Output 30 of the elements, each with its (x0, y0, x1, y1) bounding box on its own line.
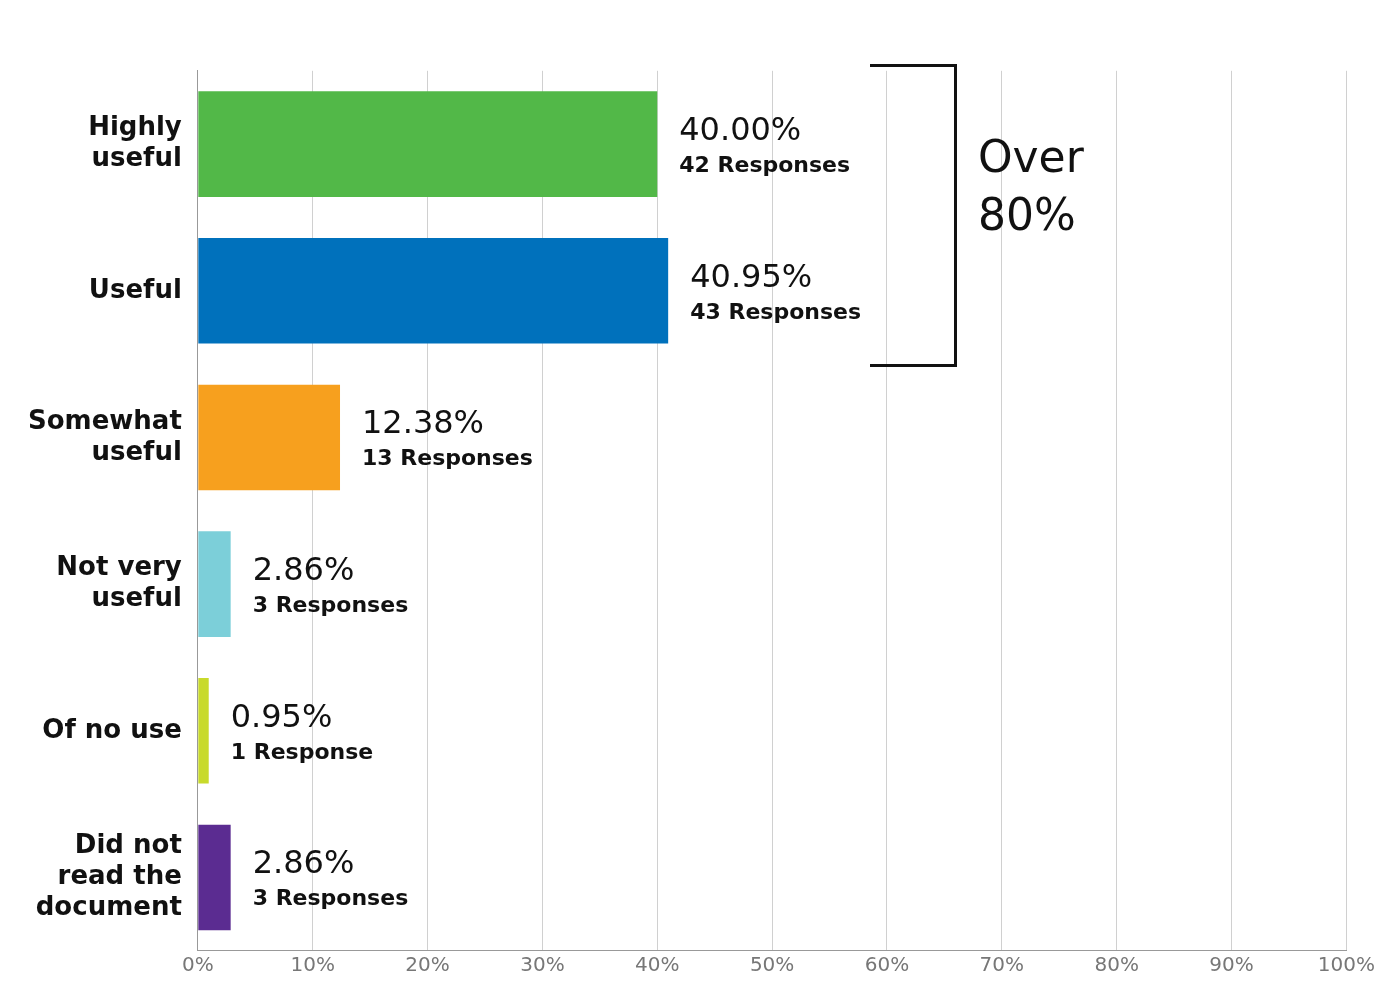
x-tick-label: 10% (290, 952, 335, 976)
data-label: 2.86% 3 Responses (252, 550, 409, 618)
x-tick-label: 60% (864, 952, 910, 976)
x-tick-label: 80% (1094, 952, 1139, 976)
y-tick-label: Not very useful (56, 551, 182, 613)
data-label: 0.95% 1 Response (230, 696, 374, 764)
data-label: 12.38% 13 Responses (362, 403, 533, 471)
x-tick-label: 90% (1209, 952, 1254, 976)
x-tick-label: 30% (520, 952, 565, 976)
x-tick-label: 40% (635, 952, 680, 976)
x-tick-label: 70% (979, 952, 1025, 976)
bar (198, 531, 231, 637)
data-label: 40.00% 42 Responses (679, 110, 851, 178)
x-tick-label: 20% (405, 952, 450, 976)
data-label: 2.86% 3 Responses (252, 843, 409, 911)
bar (198, 824, 231, 931)
y-tick-label: Did not read the document (35, 829, 182, 922)
x-tick-label: 100% (1317, 952, 1375, 976)
bar (198, 384, 341, 491)
y-tick-label: Useful (88, 273, 182, 304)
y-tick-label: Of no use (42, 713, 182, 744)
bar (198, 91, 658, 197)
x-tick-label: 50% (749, 952, 795, 976)
bar (198, 678, 209, 784)
y-tick-label: Highly useful (88, 111, 182, 173)
annotation: Over 80% (977, 131, 1085, 241)
x-tick-label: 0% (181, 952, 214, 976)
y-tick-label: Somewhat useful (27, 404, 182, 466)
bar (198, 238, 669, 344)
data-label: 40.95% 43 Responses (690, 256, 862, 324)
